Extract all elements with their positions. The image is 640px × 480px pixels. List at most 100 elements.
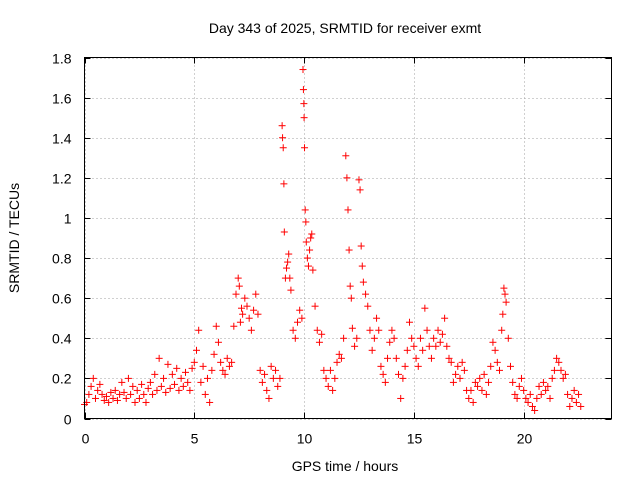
data-point [513,394,521,402]
y-tick-label: 0.4 [52,331,72,347]
data-point [149,390,157,398]
data-point [278,122,286,130]
data-point [502,298,510,306]
data-point [225,362,233,370]
data-point [577,402,585,410]
data-point [326,366,334,374]
data-point [412,354,420,362]
chart-title: Day 343 of 2025, SRMTID for receiver exm… [209,20,481,36]
data-point [307,234,315,242]
data-point [493,358,501,366]
data-point [535,382,543,390]
data-point [553,354,561,362]
y-tick-label: 0.8 [52,251,72,267]
data-point [377,362,385,370]
data-point [491,346,499,354]
data-point [390,334,398,342]
data-point [230,322,238,330]
data-point [116,390,124,398]
data-point [480,370,488,378]
data-point [447,358,455,366]
data-point [333,358,341,366]
data-point [261,370,269,378]
data-point [331,374,339,382]
data-point [162,388,170,396]
data-point [91,394,99,402]
data-point [173,364,181,372]
data-point [506,362,514,370]
data-point [531,406,539,414]
data-point [203,374,211,382]
data-point [228,358,236,366]
data-point [544,382,552,390]
data-point [287,286,295,294]
y-tick-label: 1.8 [52,51,72,67]
data-point [438,330,446,338]
data-point [182,368,190,376]
x-tick-label: 10 [297,431,313,447]
data-point [87,382,95,390]
data-point [280,228,288,236]
data-point [335,350,343,358]
data-point [524,398,532,406]
data-point [550,366,558,374]
data-point [401,362,409,370]
data-point [570,386,578,394]
data-point [85,390,93,398]
x-tick-label: 0 [82,431,90,447]
data-point [353,334,361,342]
data-point [300,100,308,108]
data-point [384,354,392,362]
axis-ticks [84,57,612,420]
data-point [247,326,255,334]
data-point [386,338,394,346]
data-point [263,386,271,394]
data-point [568,394,576,402]
data-point [343,174,351,182]
data-point [197,378,205,386]
data-point [303,254,311,262]
data-point [509,378,517,386]
data-point [89,374,97,382]
data-point [489,338,497,346]
data-point [206,398,214,406]
data-point [107,388,115,396]
data-point [311,302,319,310]
data-point [122,394,130,402]
data-point [131,398,139,406]
data-point [184,378,192,386]
data-point [279,144,287,152]
data-point [456,374,464,382]
data-point [192,346,200,354]
data-point [359,278,367,286]
data-point [300,114,308,122]
data-point [414,362,422,370]
data-point [140,390,148,398]
data-point [208,366,216,374]
data-point [575,390,583,398]
data-point [528,402,536,410]
data-point [151,370,159,378]
data-point [96,380,104,388]
data-point [301,206,309,214]
data-point [500,284,508,292]
data-point [355,176,363,184]
data-point [344,206,352,214]
data-point [272,366,280,374]
x-axis-label: GPS time / hours [292,458,399,474]
y-tick-label: 1.2 [52,171,72,187]
data-point [212,322,220,330]
data-point [478,386,486,394]
data-point [337,354,345,362]
data-point [299,66,307,74]
data-point [94,386,102,394]
data-point [348,324,356,332]
data-point [166,384,174,392]
data-point [324,382,332,390]
data-point [379,370,387,378]
data-point [460,366,468,374]
data-point [241,294,249,302]
data-point [499,310,507,318]
data-point [397,394,405,402]
